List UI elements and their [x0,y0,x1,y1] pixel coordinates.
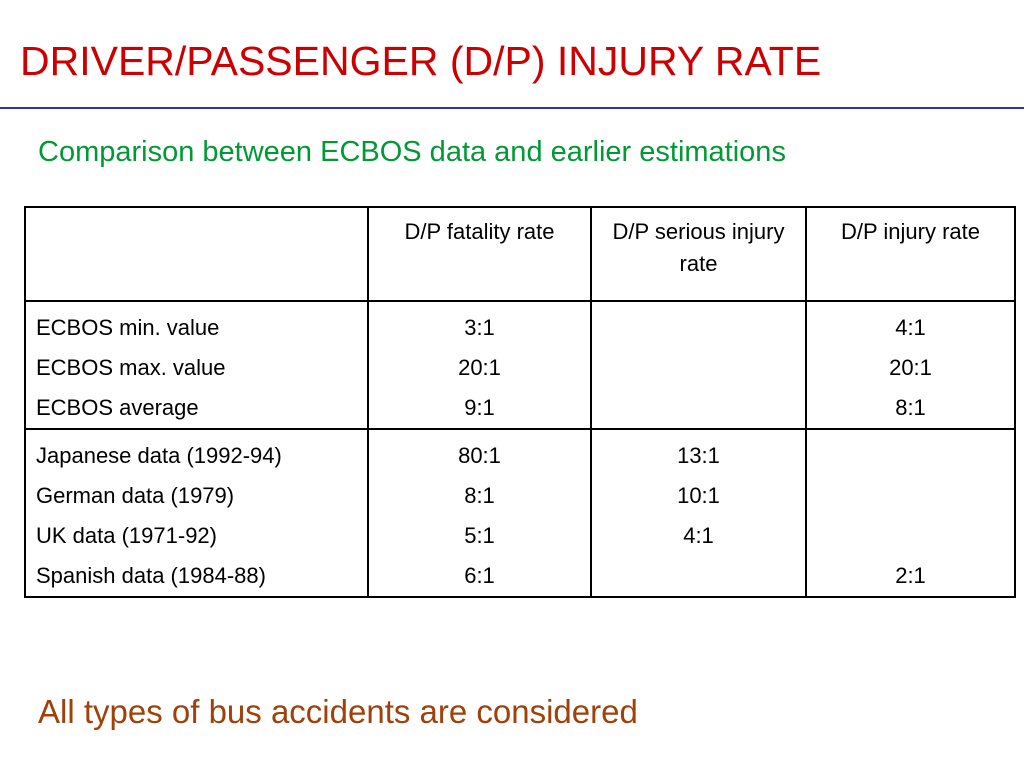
value-cell: 80:1 8:1 5:1 6:1 [367,428,592,598]
row-labels: ECBOS min. value ECBOS max. value ECBOS av… [24,300,369,430]
subtitle: Comparison between ECBOS data and earlie… [38,136,786,168]
row-label: UK data (1971-92) [36,523,217,548]
row-label: ECBOS max. value [36,355,226,380]
column-header [24,206,369,302]
row-label: ECBOS average [36,395,199,420]
row-group: ECBOS min. value ECBOS max. value ECBOS av… [24,300,1016,430]
cell-value: 13:1 [677,443,720,468]
value-cell [590,300,807,430]
row-label: Spanish data (1984-88) [36,563,266,588]
value-cell: 4:1 20:1 8:1 [805,300,1016,430]
row-label: ECBOS min. value [36,315,220,340]
column-header: D/P fatality rate [367,206,592,302]
cell-value: 3:1 [464,315,495,340]
cell-value: 4:1 [895,315,926,340]
cell-value: 9:1 [464,395,495,420]
cell-value: 8:1 [464,483,495,508]
cell-value: 20:1 [458,355,501,380]
cell-value [817,476,1004,516]
row-label: Japanese data (1992-94) [36,443,282,468]
cell-value: 80:1 [458,443,501,468]
row-labels: Japanese data (1992-94) German data (1979… [24,428,369,598]
cell-value: 6:1 [464,563,495,588]
row-group: Japanese data (1992-94) German data (1979… [24,428,1016,598]
cell-value: 10:1 [677,483,720,508]
column-header: D/P serious injury rate [590,206,807,302]
title-rule [0,107,1024,109]
cell-value [817,516,1004,556]
table-header: D/P fatality rate D/P serious injury rate… [24,206,1016,302]
footnote: All types of bus accidents are considere… [38,693,638,730]
table-body: ECBOS min. value ECBOS max. value ECBOS av… [24,300,1016,598]
value-cell: 2:1 [805,428,1016,598]
column-header: D/P injury rate [805,206,1016,302]
title: DRIVER/PASSENGER (D/P) INJURY RATE [20,38,822,84]
cell-value [602,556,795,596]
cell-value: 5:1 [464,523,495,548]
cell-value: 2:1 [895,563,926,588]
cell-value: 20:1 [889,355,932,380]
value-cell: 3:1 20:1 9:1 [367,300,592,430]
cell-value [602,308,795,348]
data-table: D/P fatality rate D/P serious injury rate… [24,206,1016,598]
cell-value [817,436,1004,476]
cell-value [602,388,795,428]
cell-value: 4:1 [683,523,714,548]
value-cell: 13:1 10:1 4:1 [590,428,807,598]
header-row: D/P fatality rate D/P serious injury rate… [24,206,1016,302]
row-label: German data (1979) [36,483,235,508]
cell-value: 8:1 [895,395,926,420]
cell-value [602,348,795,388]
